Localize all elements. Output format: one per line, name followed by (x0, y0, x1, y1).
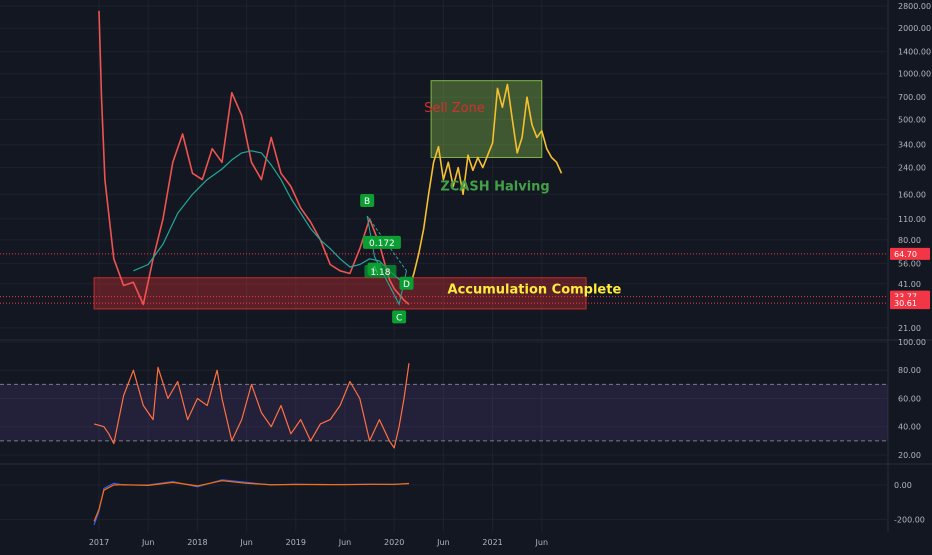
rsi-tick-label-2: 60.00 (898, 394, 921, 403)
zone-sell (430, 80, 543, 158)
annotation-2: Accumulation Complete (448, 282, 622, 297)
time-tick-label-7: Jun (436, 538, 450, 547)
price-tick-label-4: 700.00 (898, 93, 926, 102)
time-tick-label-2: 2018 (187, 538, 207, 547)
price-tick-label-2: 1400.00 (898, 48, 931, 57)
price-tag-2: 30.61 (894, 299, 917, 308)
time-tick-label-0: 2017 (89, 538, 109, 547)
zones (0, 80, 888, 310)
price-tick-label-5: 500.00 (898, 115, 926, 124)
annotation-3: 0.172 (369, 239, 395, 249)
grid (0, 0, 932, 532)
pattern-point-d-box (399, 276, 414, 290)
time-tick-label-5: Jun (338, 538, 352, 547)
pattern-point-c-box (392, 310, 407, 324)
rsi-tick-label-4: 20.00 (898, 451, 921, 460)
rsi-tick-label-1: 80.00 (898, 366, 921, 375)
price-series-2 (133, 150, 410, 287)
price-tag-box-2 (890, 297, 930, 310)
price-tick-label-10: 80.00 (898, 236, 921, 245)
macd-tick-label-1: -200.00 (894, 516, 925, 525)
price-tick-label-6: 340.00 (898, 141, 926, 150)
rsi-band-fill (0, 384, 888, 441)
price-tick-label-11: 56.00 (898, 259, 921, 268)
series-lines (93, 10, 563, 526)
rsi-series-0 (93, 363, 410, 449)
annotation-box-3 (362, 235, 401, 249)
annotation-4: 1.18 (370, 268, 390, 278)
annotation-box-4 (364, 264, 397, 278)
price-series-1 (408, 83, 563, 290)
price-tick-label-1: 2000.00 (898, 24, 931, 33)
time-tick-label-9: Jun (535, 538, 549, 547)
annotation-1: ZCASH Halving (440, 179, 549, 194)
price-tick-label-0: 2800.00 (898, 2, 931, 11)
pattern-point-c: C (396, 313, 402, 323)
price-tick-label-9: 110.00 (898, 215, 926, 224)
price-tick-label-7: 240.00 (898, 164, 926, 173)
pattern-point-d: D (403, 280, 410, 290)
time-axis: 2017 Jun 2018 Jun 2019 Jun 2020 Jun 2021 Jun (89, 538, 548, 547)
rsi-tick-label-0: 100.00 (898, 338, 926, 347)
time-tick-label-8: 2021 (482, 538, 502, 547)
time-tick-label-4: 2019 (286, 538, 306, 547)
zone-accumulation (93, 277, 587, 310)
annotation-labels: Sell Zone ZCASH Halving Accumulation Compl… (362, 101, 622, 297)
price-tick-label-12: 41.00 (898, 280, 921, 289)
time-tick-label-6: 2020 (384, 538, 404, 547)
price-tick-label-3: 1000.00 (898, 70, 931, 79)
time-tick-label-3: Jun (239, 538, 253, 547)
pattern-point-b-box (360, 194, 375, 208)
rsi-tick-label-3: 40.00 (898, 423, 921, 432)
pattern-ac-line (374, 256, 400, 305)
time-tick-label-1: Jun (141, 538, 155, 547)
macd-series-1 (93, 480, 410, 522)
macd-tick-label-0: 0.00 (894, 481, 912, 490)
pattern-bd-line (366, 215, 407, 272)
price-tick-label-13: 21.00 (898, 324, 921, 333)
price-tick-label-8: 160.00 (898, 190, 926, 199)
rsi-band (0, 383, 888, 442)
price-tag-0: 64.70 (894, 250, 917, 259)
annotation-0: Sell Zone (424, 101, 485, 116)
price-tag-box-0 (890, 247, 930, 260)
pattern-point-b: B (364, 197, 370, 207)
price-axis: 2800.00 2000.00 1400.00 1000.00 700.00 500.00… (890, 2, 931, 525)
